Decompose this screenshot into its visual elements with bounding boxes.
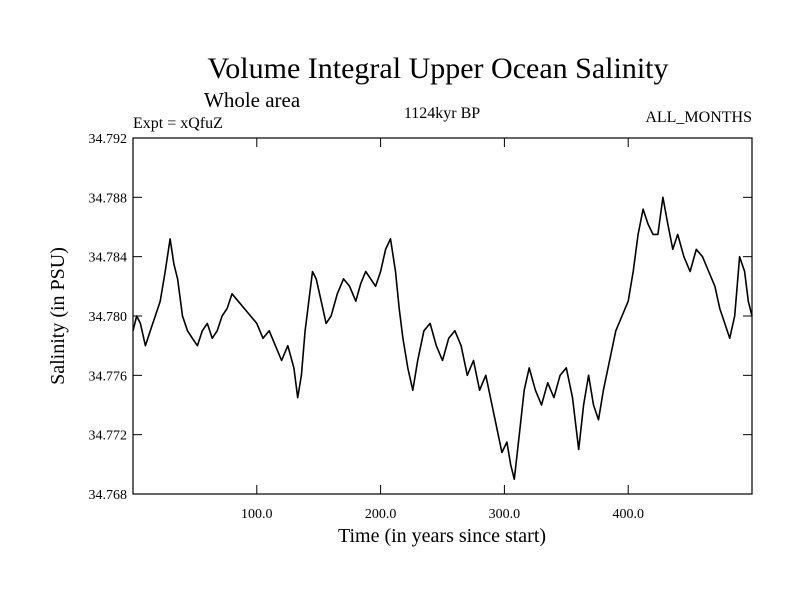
months-label: ALL_MONTHS	[645, 109, 752, 126]
data-series	[132, 196, 753, 481]
y-tick-label: 34.780	[89, 310, 128, 325]
x-tick-label: 200.0	[365, 507, 397, 522]
y-tick-label: 34.772	[89, 429, 128, 444]
y-tick-label: 34.768	[89, 488, 128, 503]
chart-title: Volume Integral Upper Ocean Salinity	[208, 52, 669, 85]
y-tick-label: 34.792	[89, 132, 128, 147]
y-axis-label: Salinity (in PSU)	[47, 247, 69, 385]
x-tick-label: 400.0	[612, 507, 644, 522]
x-tick-label: 100.0	[241, 507, 273, 522]
x-tick-label: 300.0	[489, 507, 521, 522]
y-tick-label: 34.776	[89, 369, 128, 384]
plot-frame	[132, 137, 753, 495]
x-axis: 100.0 200.0 300.0 400.0	[241, 138, 644, 522]
y-tick-label: 34.784	[89, 251, 128, 266]
series-line	[132, 196, 753, 481]
y-tick-label: 34.788	[89, 191, 128, 206]
period-label: 1124kyr BP	[404, 105, 480, 122]
chart-subtitle: Whole area	[204, 88, 301, 112]
experiment-label: Expt = xQfuZ	[133, 115, 223, 132]
x-axis-label: Time (in years since start)	[338, 525, 546, 547]
